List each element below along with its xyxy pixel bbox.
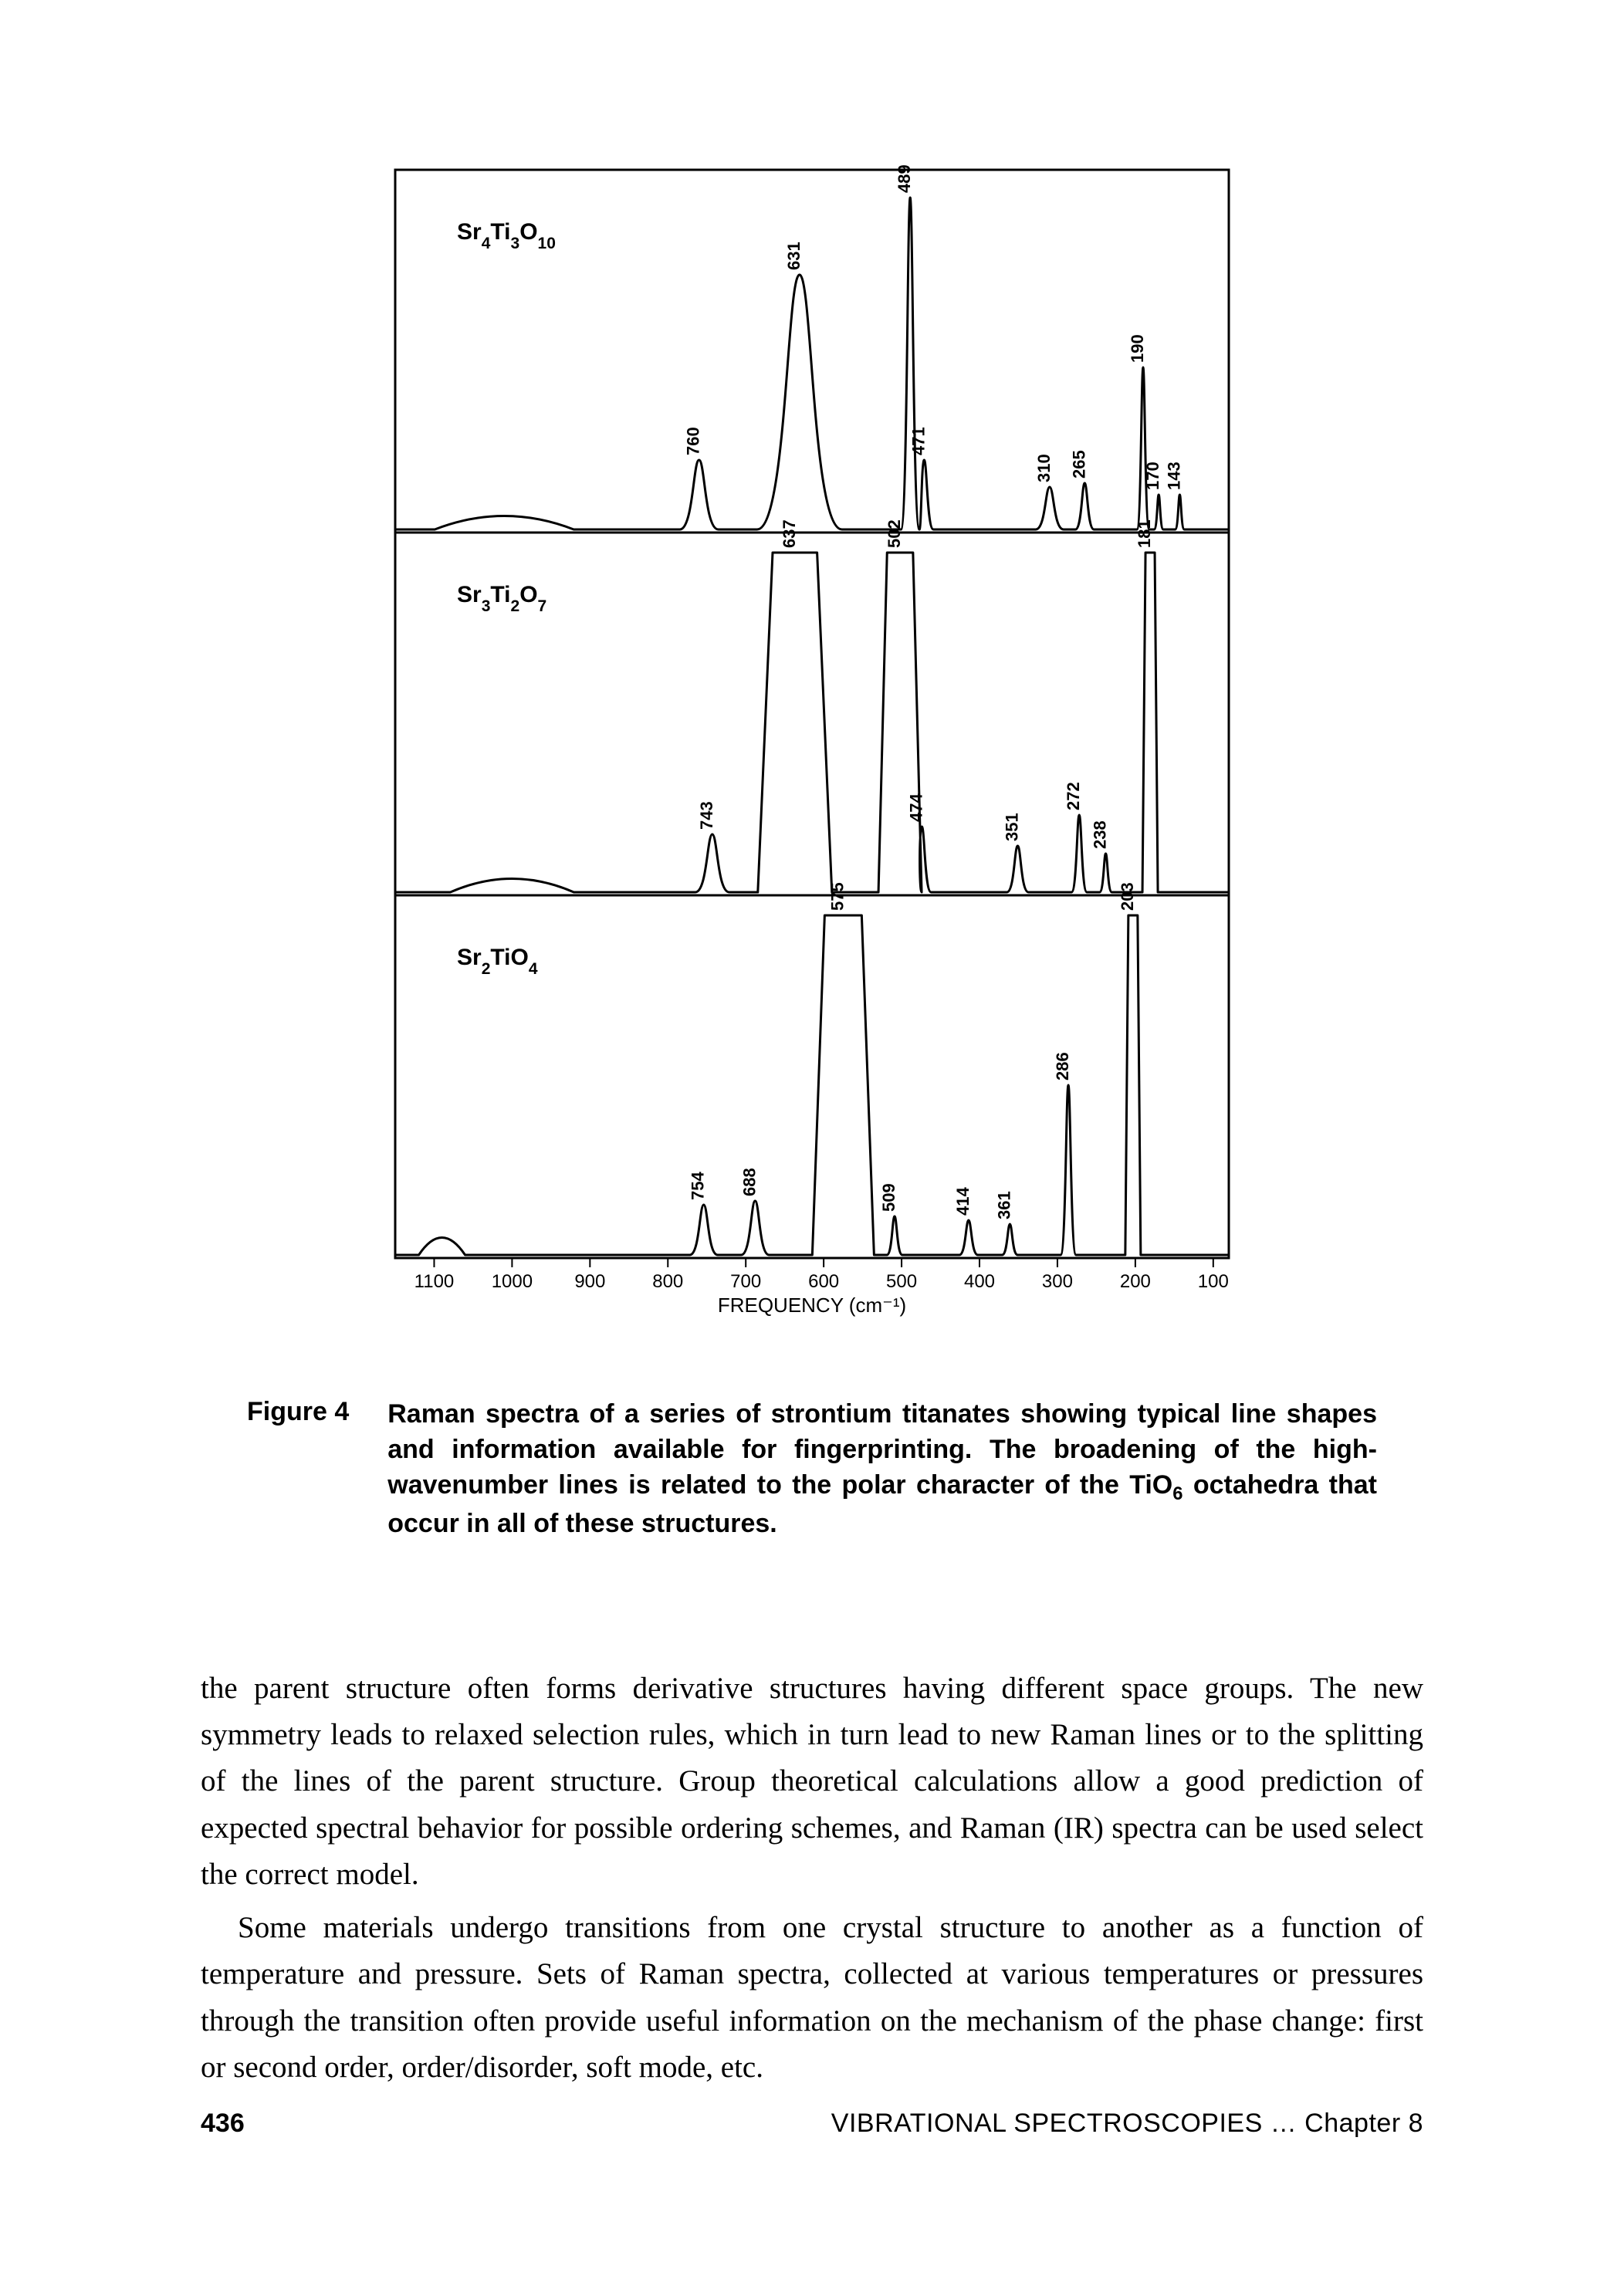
svg-text:575: 575 [827,882,847,911]
svg-text:351: 351 [1002,813,1021,841]
svg-text:800: 800 [652,1271,683,1292]
svg-text:143: 143 [1164,462,1183,490]
page: 1100 1000 900 800 700 600 500 400 300 200 100 FREQU… [0,0,1624,2293]
svg-text:1100: 1100 [414,1271,455,1292]
svg-text:1000: 1000 [492,1271,533,1292]
svg-text:272: 272 [1064,782,1083,810]
page-footer: 436 VIBRATIONAL SPECTROSCOPIES … Chapter… [201,2109,1423,2139]
svg-text:631: 631 [784,242,804,270]
svg-text:637: 637 [780,519,799,548]
caption-label: Figure 4 [247,1397,349,1542]
svg-text:Sr2TiO4: Sr2TiO4 [457,945,538,978]
svg-text:489: 489 [895,164,914,193]
svg-text:170: 170 [1143,462,1162,490]
svg-text:743: 743 [697,801,716,830]
raman-spectra-chart: 1100 1000 900 800 700 600 500 400 300 200 100 FREQU… [372,154,1252,1343]
svg-text:471: 471 [908,427,928,455]
svg-text:509: 509 [879,1183,898,1212]
page-number: 436 [201,2109,245,2139]
svg-text:238: 238 [1091,820,1110,849]
svg-text:600: 600 [808,1271,839,1292]
svg-text:Sr3Ti2O7: Sr3Ti2O7 [457,582,546,615]
svg-text:400: 400 [964,1271,995,1292]
caption-text: Raman spectra of a series of strontium t… [387,1397,1377,1542]
svg-text:286: 286 [1053,1052,1072,1081]
svg-text:300: 300 [1042,1271,1073,1292]
svg-text:361: 361 [994,1191,1013,1219]
svg-text:900: 900 [574,1271,605,1292]
svg-text:FREQUENCY (cm⁻¹): FREQUENCY (cm⁻¹) [718,1294,906,1317]
svg-text:181: 181 [1135,519,1154,548]
body-text: the parent structure often forms derivat… [201,1666,1423,2092]
svg-text:700: 700 [730,1271,761,1292]
svg-text:500: 500 [886,1271,917,1292]
chapter-label: VIBRATIONAL SPECTROSCOPIES … Chapter 8 [831,2109,1423,2139]
paragraph-2: Some materials undergo transitions from … [201,1905,1423,2092]
svg-text:688: 688 [739,1168,759,1196]
svg-text:203: 203 [1118,882,1137,911]
figure-caption: Figure 4 Raman spectra of a series of st… [247,1397,1377,1542]
paragraph-1: the parent structure often forms derivat… [201,1666,1423,1899]
svg-text:265: 265 [1069,450,1088,479]
svg-text:502: 502 [885,519,904,548]
svg-text:414: 414 [953,1187,973,1216]
figure-4: 1100 1000 900 800 700 600 500 400 300 200 100 FREQU… [372,154,1252,1343]
svg-text:310: 310 [1034,454,1054,482]
svg-text:Sr4Ti3O10: Sr4Ti3O10 [457,219,556,252]
svg-text:474: 474 [906,793,925,822]
svg-text:190: 190 [1128,334,1147,363]
svg-text:760: 760 [684,427,703,455]
svg-text:754: 754 [689,1172,708,1200]
svg-text:100: 100 [1198,1271,1229,1292]
svg-text:200: 200 [1120,1271,1151,1292]
